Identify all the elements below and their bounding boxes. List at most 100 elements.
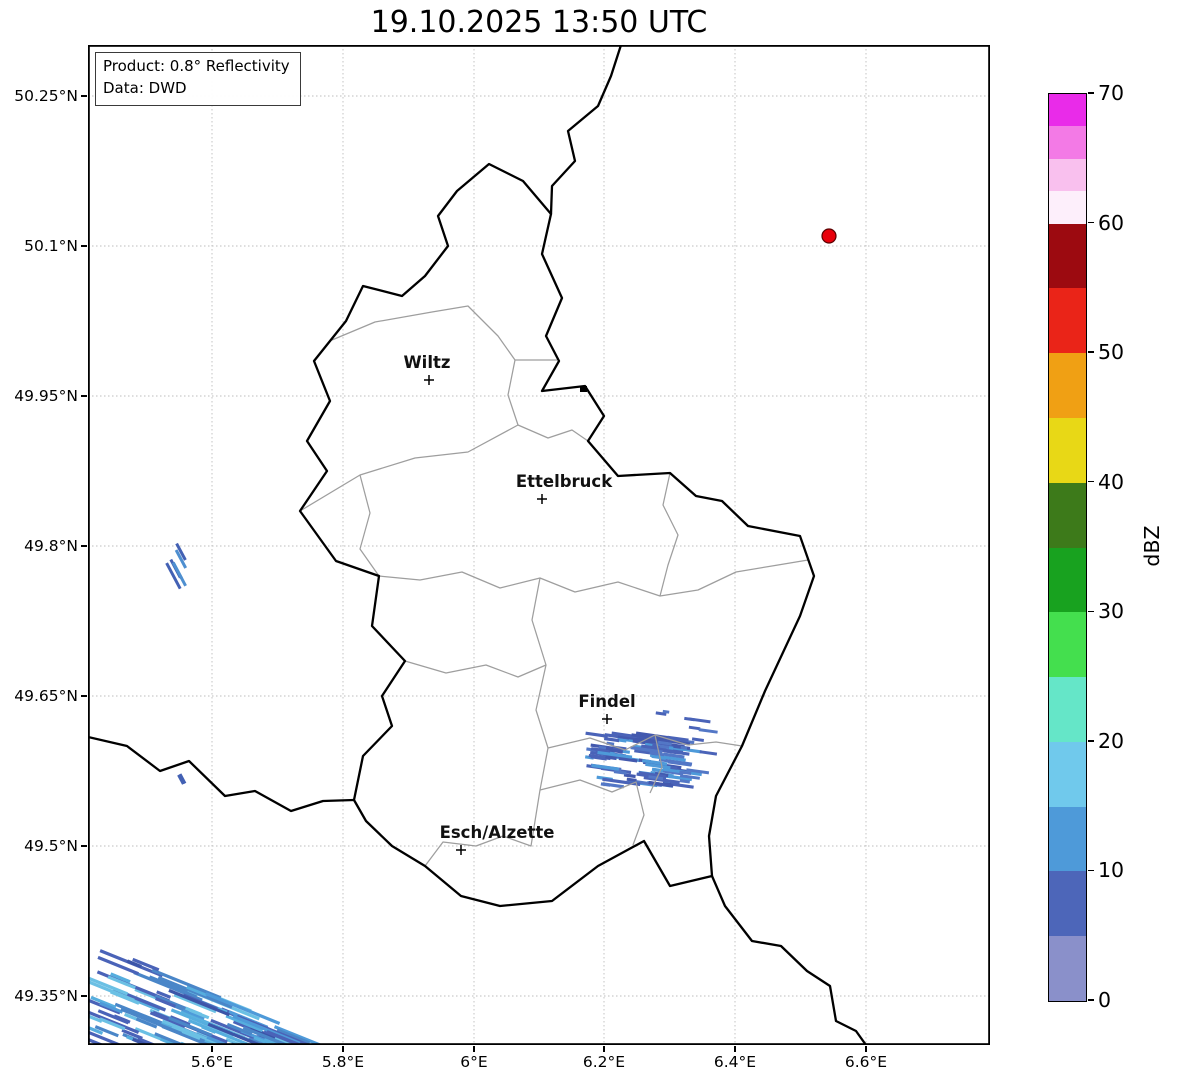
y-tick-label: 49.8°N [24,537,78,555]
district-borders [299,305,809,867]
radar-streak [662,709,670,714]
radar-streak [148,975,198,998]
y-tick-mark [81,845,87,847]
district-border-line [659,472,679,597]
radar-streak [659,744,670,749]
national-border-line [710,874,868,1045]
national-border-line [549,45,623,216]
district-border-line [378,559,809,597]
radar-streak [178,773,187,785]
colorbar-tick-mark [1088,740,1094,742]
colorbar-unit-label: dBZ [1140,525,1164,567]
radar-streak [253,1036,277,1045]
radar-streak [662,752,685,759]
radar-streak [88,1010,140,1034]
radar-streak [680,745,688,750]
radar-streak [688,717,711,724]
radar-streak [276,1028,311,1045]
border-town-marker [580,386,587,392]
radar-streak [182,1008,205,1020]
district-border-line [404,660,547,678]
radar-streak [126,959,142,969]
colorbar-tick-label: 50 [1098,340,1125,365]
x-tick-mark [342,1046,344,1052]
map-plot-area: Wiltz Ettelbruck Findel Esch/Alzette Produc… [88,45,990,1045]
radar-streak [651,754,667,760]
radar-streak [174,549,188,569]
radar-streak [657,740,672,746]
product-info-line2: Data: DWD [103,78,187,97]
radar-streak [679,770,692,775]
radar-streak [99,1017,126,1031]
grid-lines [88,45,990,1045]
radar-streak [169,1015,191,1027]
y-tick-mark [81,395,87,397]
radar-streak [97,1009,130,1025]
radar-patch-west-band [165,542,188,590]
radar-streak [688,725,701,731]
colorbar-segment [1049,158,1086,192]
district-border-line [507,359,519,426]
colorbar-segment [1049,223,1086,289]
colorbar-tick-label: 0 [1098,988,1112,1012]
colorbar-segment [1049,936,1086,1001]
colorbar-tick-label: 20 [1098,728,1125,753]
axes-frame [88,45,990,1045]
radar-streak [626,777,637,783]
radar-streak [699,750,718,756]
radar-streak [649,751,665,757]
y-tick-mark [81,545,87,547]
colorbar-segment [1049,547,1086,613]
colorbar-tick-mark [1088,610,1094,612]
radar-streak [188,1008,210,1020]
y-tick-mark [81,95,87,97]
radar-streak [120,1007,182,1035]
colorbar-segment [1049,417,1086,483]
x-tick-label: 5.8°E [321,1053,365,1071]
y-tick-label: 49.5°N [24,837,78,855]
national-border-line [88,735,356,813]
radar-streak [110,972,131,984]
district-border-line [424,789,541,867]
colorbar-segment [1049,741,1086,807]
colorbar-segment [1049,612,1086,678]
y-tick-mark [81,245,87,247]
radar-streak [591,763,620,771]
x-tick-label: 6.4°E [713,1053,757,1071]
radar-streak [623,773,636,779]
city-group: Ettelbruck [516,472,613,504]
radar-streak [88,998,121,1015]
y-tick-label: 49.35°N [14,987,78,1005]
radar-streak [205,992,281,1025]
district-border-line [517,424,589,442]
district-border-line [531,577,549,791]
radar-streak [632,737,659,745]
y-tick-label: 50.25°N [14,87,78,105]
radar-streak [273,1025,325,1045]
radar-streak [121,1028,143,1040]
x-tick-mark [865,1046,867,1052]
radar-streak [90,995,117,1009]
colorbar-segment [1049,482,1086,548]
radar-streak [207,1022,264,1045]
radar-streak [168,988,230,1017]
radar-streak [165,562,182,590]
radar-streak [133,971,203,1002]
radar-streak [188,1018,253,1045]
colorbar-tick-label: 10 [1098,858,1125,883]
radar-streak [686,768,710,775]
radar-streak [99,1001,124,1014]
district-border-line [359,474,380,577]
radar-streak [135,1017,158,1029]
radar-streak [114,1002,162,1025]
radar-streak [173,993,217,1014]
radar-streak [651,767,664,773]
radar-streak [659,748,690,756]
radar-streak [618,738,627,743]
colorbar-tick-mark [1088,481,1094,483]
radar-streak [667,735,689,742]
country-borders [88,45,868,1045]
radar-streak [137,1037,159,1045]
radar-streak [225,1014,264,1033]
